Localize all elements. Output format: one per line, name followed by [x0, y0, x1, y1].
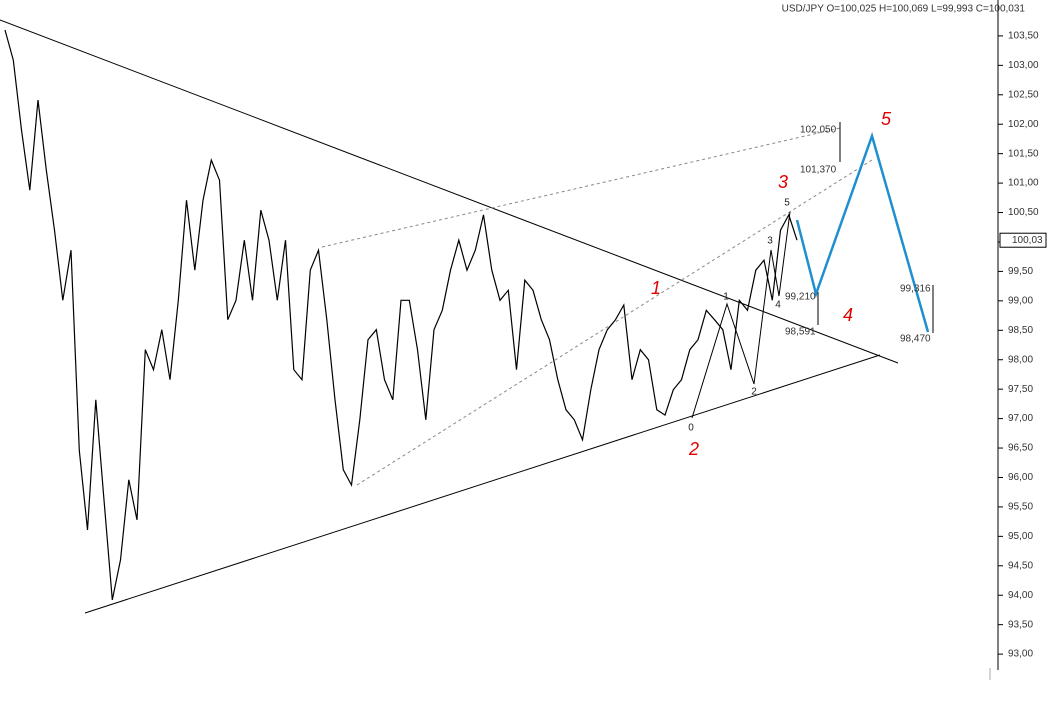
wave-label: 1 — [651, 278, 661, 298]
last-price-box — [999, 232, 1047, 248]
y-tick-label: 102,50 — [1008, 89, 1039, 100]
channel-line — [321, 127, 841, 248]
price-annotation: 102,050 — [800, 125, 837, 136]
price-annotation: 99,316 — [900, 284, 931, 295]
last-price-label: 100,03 — [1012, 235, 1043, 246]
wave-label: 5 — [881, 109, 892, 129]
y-tick-label: 96,00 — [1008, 472, 1033, 483]
sub-wave-label: 4 — [775, 300, 781, 311]
y-tick-label: 101,00 — [1008, 178, 1039, 189]
sub-wave-label: 2 — [751, 387, 757, 398]
drawings — [0, 0, 999, 680]
y-tick-label: 99,00 — [1008, 295, 1033, 306]
y-tick-label: 100,50 — [1008, 207, 1039, 218]
lower-trendline — [84, 354, 881, 614]
y-tick-label: 99,50 — [1008, 266, 1033, 277]
projection-path — [795, 131, 930, 333]
wave-label: 4 — [843, 305, 853, 325]
y-tick-label: 93,50 — [1008, 619, 1033, 630]
y-tick-label: 102,00 — [1008, 119, 1039, 130]
sub-wave-label: 3 — [767, 236, 773, 247]
sub-wave-label: 5 — [784, 198, 790, 209]
wave-count-line — [691, 211, 791, 419]
y-tick-label: 97,00 — [1008, 413, 1033, 424]
price-annotation: 99,210 — [785, 292, 816, 303]
chart-title: USD/JPY O=100,025 H=100,069 L=99,993 C=1… — [782, 4, 1026, 15]
y-tick-label: 103,50 — [1008, 31, 1039, 42]
price-line — [4, 29, 798, 601]
price-annotation: 101,370 — [800, 165, 837, 176]
sub-wave-label: 1 — [723, 292, 729, 303]
sub-wave-label: 0 — [688, 423, 694, 434]
y-tick-label: 103,00 — [1008, 60, 1039, 71]
y-tick-label: 95,00 — [1008, 531, 1033, 542]
y-tick-label: 98,50 — [1008, 325, 1033, 336]
wave-label: 3 — [778, 172, 788, 192]
y-tick-label: 97,50 — [1008, 384, 1033, 395]
price-annotation: 98,591 — [785, 327, 816, 338]
wave-label: 2 — [688, 439, 699, 459]
price-annotation: 98,470 — [900, 334, 931, 345]
y-tick-label: 93,00 — [1008, 649, 1033, 660]
y-tick-label: 98,00 — [1008, 354, 1033, 365]
y-tick-label: 94,50 — [1008, 560, 1033, 571]
y-tick-label: 95,50 — [1008, 502, 1033, 513]
y-tick-label: 96,50 — [1008, 443, 1033, 454]
y-tick-label: 94,00 — [1008, 590, 1033, 601]
y-tick-label: 101,50 — [1008, 148, 1039, 159]
channel-line — [356, 159, 873, 486]
